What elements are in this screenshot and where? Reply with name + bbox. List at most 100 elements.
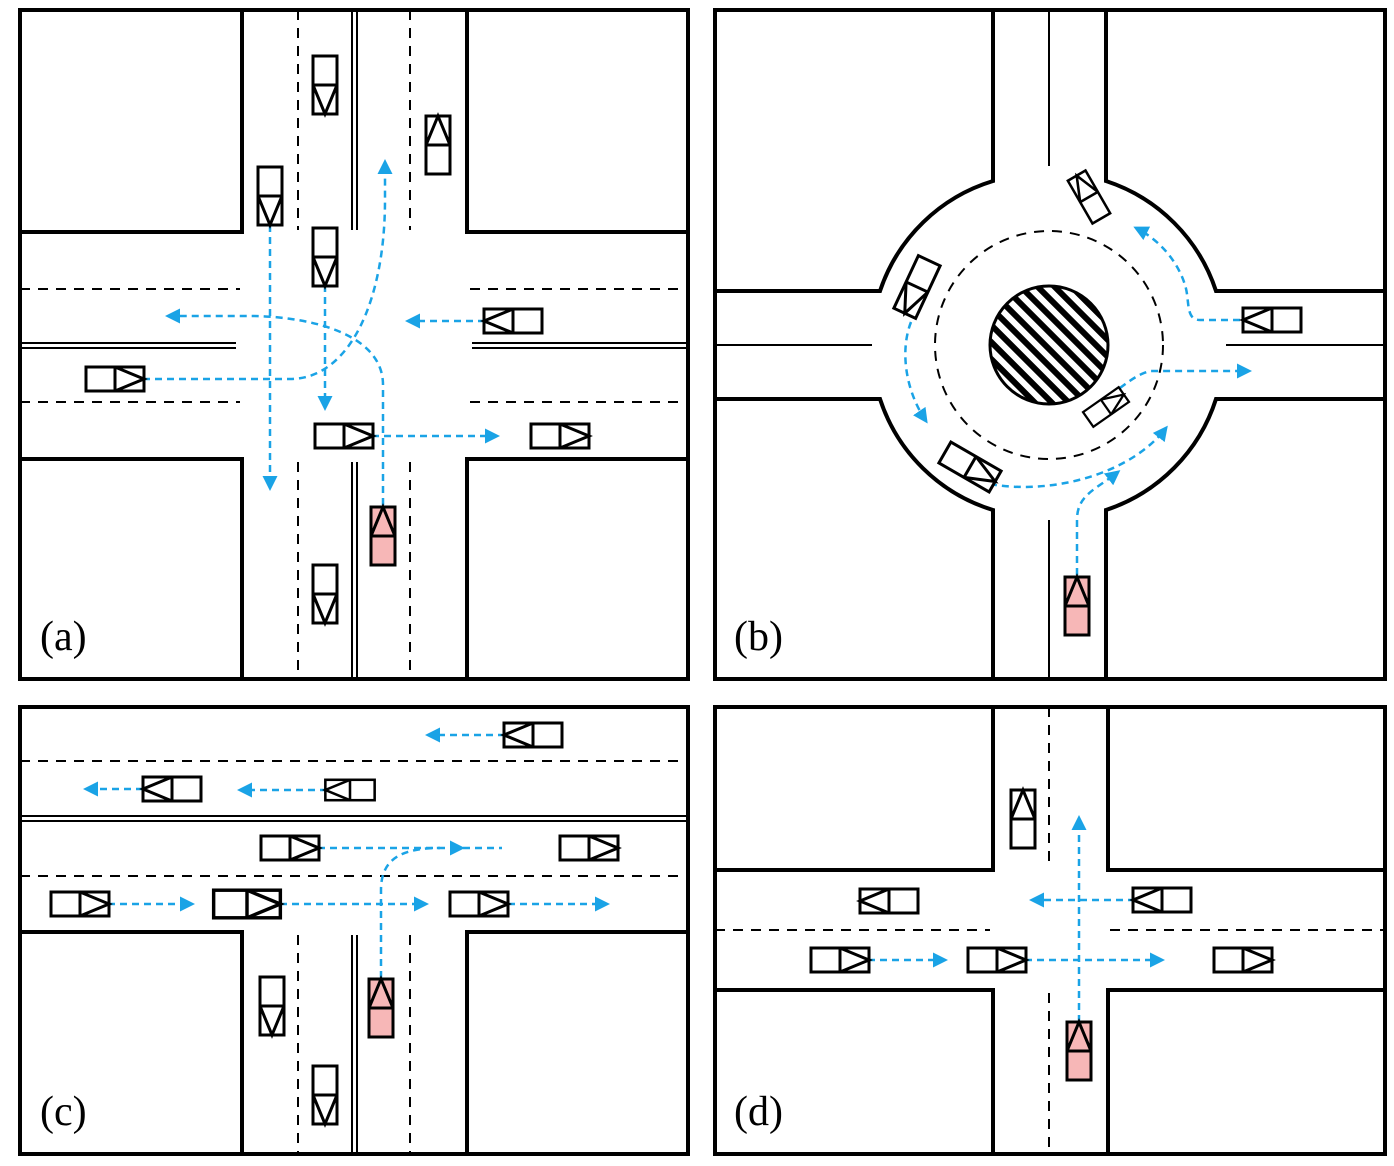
- car-icon: [1066, 168, 1112, 226]
- ego-car-icon: [367, 975, 395, 1039]
- path-arrow: [1133, 226, 1240, 322]
- block-top-right: [1106, 707, 1385, 872]
- ego-car-icon: [1063, 573, 1091, 637]
- block-bottom-left: [20, 457, 244, 679]
- path-arrow: [165, 308, 385, 505]
- car-icon: [256, 165, 284, 229]
- direction-triangle-icon: [856, 887, 890, 915]
- direction-triangle-icon: [480, 307, 514, 335]
- ego-car-icon: [369, 503, 397, 567]
- path-arrow: [1075, 470, 1121, 575]
- block-bottom-left: [20, 930, 244, 1154]
- direction-triangle-icon: [311, 256, 339, 290]
- block-top-right: [465, 10, 688, 234]
- car-icon: [424, 112, 452, 176]
- car-icon: [558, 834, 622, 862]
- car-icon: [1212, 946, 1276, 974]
- direction-triangle-icon: [839, 946, 873, 974]
- direction-triangle-icon: [79, 890, 113, 918]
- direction-triangle-icon: [500, 721, 534, 749]
- panel-frame: [18, 8, 690, 681]
- block-top-left: [715, 707, 995, 872]
- direction-triangle-icon: [1100, 392, 1127, 415]
- direction-triangle-icon: [311, 1094, 339, 1128]
- direction-triangle-icon: [559, 422, 593, 450]
- roundabout-edge-bottom-right: [1104, 397, 1385, 679]
- car-icon: [311, 1064, 339, 1128]
- path-arrow: [989, 425, 1168, 489]
- direction-triangle-icon: [1065, 1018, 1093, 1052]
- direction-triangle-icon: [903, 281, 929, 317]
- path-arrow: [379, 846, 441, 978]
- car-icon: [1129, 886, 1193, 914]
- car-icon: [809, 946, 873, 974]
- direction-triangle-icon: [424, 112, 452, 146]
- car-icon: [211, 888, 285, 920]
- car-icon: [313, 422, 377, 450]
- direction-triangle-icon: [1129, 886, 1163, 914]
- direction-triangle-icon: [369, 503, 397, 537]
- car-icon: [500, 721, 564, 749]
- panel-label-b: (b): [734, 614, 783, 660]
- hatched-island-icon: [988, 284, 1110, 406]
- direction-triangle-icon: [322, 778, 351, 802]
- path-arrow: [143, 159, 393, 381]
- car-icon: [311, 226, 339, 290]
- panel-c: (c): [18, 705, 690, 1156]
- car-icon: [480, 307, 544, 335]
- panel-a: (a): [18, 8, 690, 681]
- direction-triangle-icon: [246, 888, 285, 920]
- panel-d: (d): [713, 705, 1387, 1156]
- direction-triangle-icon: [289, 834, 323, 862]
- direction-triangle-icon: [311, 593, 339, 627]
- direction-triangle-icon: [139, 775, 173, 803]
- direction-triangle-icon: [367, 975, 395, 1009]
- direction-triangle-icon: [478, 890, 512, 918]
- car-icon: [259, 834, 323, 862]
- car-icon: [84, 365, 148, 393]
- car-icon: [258, 975, 286, 1039]
- car-divider: [962, 455, 978, 479]
- block-bottom-left: [715, 988, 995, 1154]
- block-top-left: [20, 10, 244, 234]
- car-icon: [311, 563, 339, 627]
- panel-label-d: (d): [734, 1089, 783, 1135]
- roundabout-edge-top-left: [715, 10, 995, 293]
- car-icon: [1009, 786, 1037, 850]
- car-icon: [1239, 306, 1303, 334]
- car-icon: [139, 775, 203, 803]
- direction-triangle-icon: [1242, 946, 1276, 974]
- ego-car-icon: [1065, 1018, 1093, 1082]
- car-icon: [311, 54, 339, 118]
- direction-triangle-icon: [963, 455, 999, 484]
- direction-triangle-icon: [1075, 172, 1099, 203]
- block-bottom-right: [465, 930, 688, 1154]
- car-icon: [966, 946, 1030, 974]
- car-divider: [1079, 190, 1099, 204]
- roundabout-edge-top-right: [1104, 10, 1385, 293]
- direction-triangle-icon: [1009, 786, 1037, 820]
- car-icon: [448, 890, 512, 918]
- block-bottom-right: [1106, 988, 1385, 1154]
- direction-triangle-icon: [1239, 306, 1273, 334]
- panel-label-c: (c): [40, 1089, 87, 1135]
- car-icon: [1081, 385, 1131, 429]
- roundabout-edge-bottom-left: [715, 397, 995, 679]
- car-icon: [936, 440, 1004, 494]
- direction-triangle-icon: [343, 422, 377, 450]
- car-icon: [49, 890, 113, 918]
- panel-label-a: (a): [40, 614, 87, 660]
- panel-b: (b): [713, 8, 1387, 681]
- block-bottom-right: [465, 457, 688, 679]
- car-divider: [905, 280, 929, 294]
- car-icon: [891, 253, 943, 321]
- car-icon: [856, 887, 920, 915]
- direction-triangle-icon: [311, 84, 339, 118]
- car-divider: [1099, 398, 1113, 416]
- path-arrow: [904, 321, 928, 424]
- car-icon: [529, 422, 593, 450]
- roundabout-lane-dash: [934, 230, 1164, 460]
- car-icon: [322, 778, 376, 802]
- direction-triangle-icon: [256, 195, 284, 229]
